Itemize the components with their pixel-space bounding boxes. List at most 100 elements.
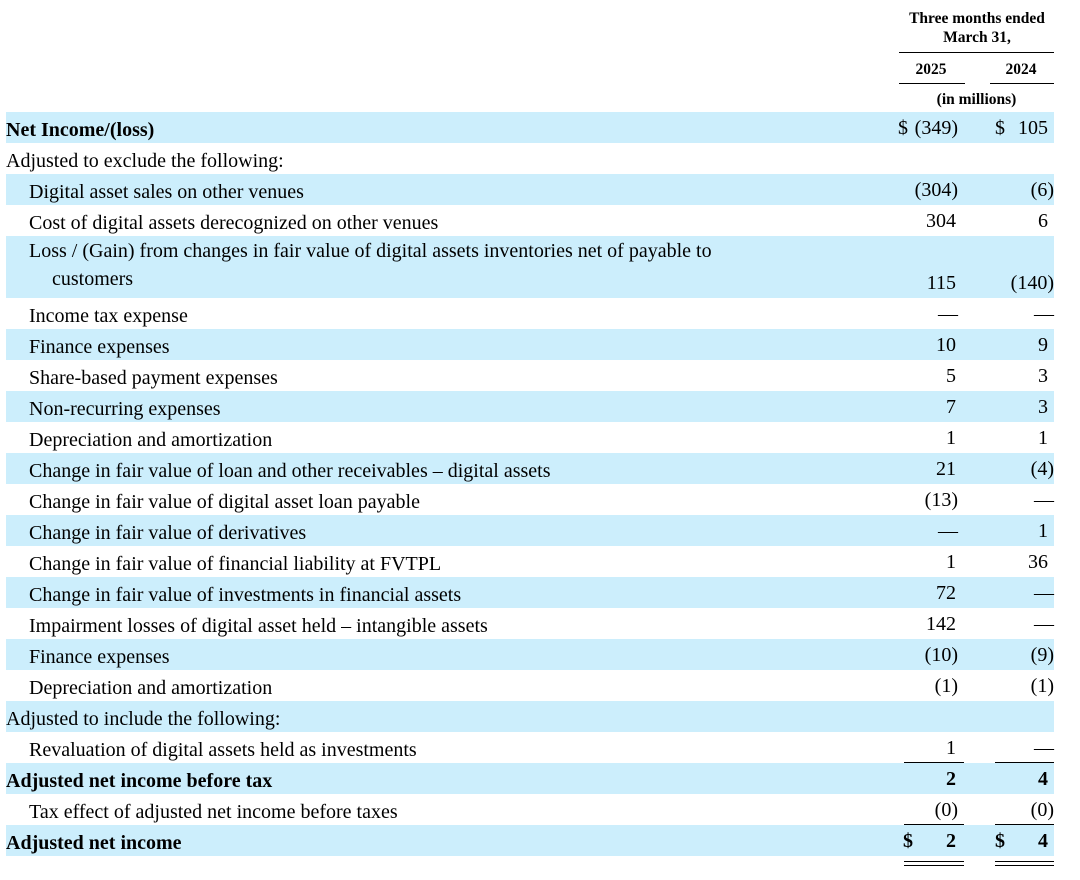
year-2025-rule bbox=[899, 83, 965, 84]
value-2024: 1 bbox=[1038, 427, 1048, 449]
row-label: Adjusted net income bbox=[6, 832, 182, 854]
value-2025: 5 bbox=[946, 365, 956, 387]
value-2025: — bbox=[938, 303, 958, 325]
row-label: Revaluation of digital assets held as in… bbox=[29, 739, 417, 761]
row-label: Depreciation and amortization bbox=[29, 429, 273, 451]
row-label: Change in fair value of loan and other r… bbox=[29, 460, 551, 482]
value-2024: (6) bbox=[1030, 179, 1054, 201]
value-2025: 7 bbox=[946, 396, 956, 418]
value-2025: 142 bbox=[926, 613, 956, 635]
value-2025: 2 bbox=[946, 830, 956, 852]
units-header: (in millions) bbox=[936, 91, 1017, 108]
value-2025: (13) bbox=[924, 489, 958, 511]
value-2024: (140) bbox=[1010, 272, 1054, 294]
value-2024: — bbox=[1034, 303, 1054, 325]
currency-2025: $ bbox=[903, 830, 913, 852]
financial-table: Net Income/(loss) $ (349) $ 105 Adjusted… bbox=[6, 112, 1054, 856]
row-label: Change in fair value of financial liabil… bbox=[29, 553, 442, 575]
value-2024: (9) bbox=[1030, 644, 1054, 666]
value-2024: — bbox=[1034, 489, 1054, 511]
value-2024: 36 bbox=[1028, 551, 1048, 573]
value-2024: (1) bbox=[1030, 675, 1054, 697]
row-label: Finance expenses bbox=[29, 336, 170, 358]
double-rule-2025 bbox=[904, 861, 964, 866]
value-2025: 304 bbox=[926, 210, 956, 232]
value-2025: 72 bbox=[936, 582, 956, 604]
value-2025: — bbox=[938, 520, 958, 542]
period-header-rule bbox=[899, 52, 1054, 53]
table-row: Digital asset sales on other venues (304… bbox=[6, 174, 1054, 205]
value-2025: 115 bbox=[926, 272, 956, 294]
row-label: Depreciation and amortization bbox=[29, 677, 273, 699]
table-row: Tax effect of adjusted net income before… bbox=[6, 794, 1054, 825]
table-row-section-exclude: Adjusted to exclude the following: bbox=[6, 143, 1054, 174]
value-2024: — bbox=[1034, 737, 1054, 759]
row-label: Change in fair value of derivatives bbox=[29, 522, 307, 544]
value-2024: 4 bbox=[1038, 768, 1048, 790]
currency-2025: $ bbox=[898, 117, 908, 139]
row-label: Share-based payment expenses bbox=[29, 367, 278, 389]
value-2024: — bbox=[1034, 613, 1054, 635]
double-rule-2024 bbox=[995, 861, 1054, 866]
period-header-line2: March 31, bbox=[943, 29, 1011, 46]
row-label-line2: customers bbox=[52, 268, 134, 290]
table-row: Revaluation of digital assets held as in… bbox=[6, 732, 1054, 763]
table-row: Change in fair value of loan and other r… bbox=[6, 453, 1054, 484]
value-2025: 1 bbox=[946, 427, 956, 449]
total-rule-2024 bbox=[995, 824, 1054, 825]
value-2025: 21 bbox=[936, 458, 956, 480]
value-2025: (1) bbox=[934, 675, 958, 697]
table-row: Change in fair value of digital asset lo… bbox=[6, 484, 1054, 515]
value-2024: 3 bbox=[1038, 396, 1048, 418]
subtotal-rule-2025 bbox=[904, 762, 964, 763]
table-row: Cost of digital assets derecognized on o… bbox=[6, 205, 1054, 236]
table-row: Change in fair value of derivatives — 1 bbox=[6, 515, 1054, 546]
currency-2024: $ bbox=[995, 117, 1005, 139]
table-row: Finance expenses (10) (9) bbox=[6, 639, 1054, 670]
row-label: Net Income/(loss) bbox=[6, 119, 155, 141]
value-2024: — bbox=[1034, 582, 1054, 604]
row-label: Income tax expense bbox=[29, 305, 188, 327]
value-2024: (0) bbox=[1030, 799, 1054, 821]
row-label: Cost of digital assets derecognized on o… bbox=[29, 212, 439, 234]
row-label: Finance expenses bbox=[29, 646, 170, 668]
period-header-line1: Three months ended bbox=[909, 10, 1045, 27]
value-2025: (304) bbox=[914, 179, 958, 201]
currency-2024: $ bbox=[995, 830, 1005, 852]
year-2024-header: 2024 bbox=[1005, 61, 1037, 78]
table-row: Impairment losses of digital asset held … bbox=[6, 608, 1054, 639]
row-label: Change in fair value of digital asset lo… bbox=[29, 491, 420, 513]
value-2024: 6 bbox=[1038, 210, 1048, 232]
table-row: Finance expenses 10 9 bbox=[6, 329, 1054, 360]
row-label: Adjusted to include the following: bbox=[6, 708, 281, 730]
table-row-subtotal: Adjusted net income before tax 2 4 bbox=[6, 763, 1054, 794]
value-2025: 1 bbox=[946, 551, 956, 573]
table-row: Change in fair value of financial liabil… bbox=[6, 546, 1054, 577]
row-label: Change in fair value of investments in f… bbox=[29, 584, 462, 606]
row-label: Tax effect of adjusted net income before… bbox=[29, 801, 398, 823]
row-label: Adjusted net income before tax bbox=[6, 770, 273, 792]
value-2024: 4 bbox=[1038, 830, 1048, 852]
year-2025-header: 2025 bbox=[915, 61, 947, 78]
value-2024: 105 bbox=[1018, 117, 1048, 139]
value-2024: 1 bbox=[1038, 520, 1048, 542]
value-2025: (349) bbox=[914, 117, 958, 139]
row-label: Digital asset sales on other venues bbox=[29, 181, 304, 203]
table-row: Income tax expense — — bbox=[6, 298, 1054, 329]
year-2024-rule bbox=[990, 83, 1054, 84]
value-2025: 1 bbox=[946, 737, 956, 759]
row-label-line1: Loss / (Gain) from changes in fair value… bbox=[29, 240, 712, 262]
subtotal-rule-2024 bbox=[995, 762, 1054, 763]
row-label: Non-recurring expenses bbox=[29, 398, 221, 420]
table-row-net-income: Net Income/(loss) $ (349) $ 105 bbox=[6, 112, 1054, 143]
total-rule-2025 bbox=[904, 824, 964, 825]
table-row: Depreciation and amortization 1 1 bbox=[6, 422, 1054, 453]
value-2025: 2 bbox=[946, 768, 956, 790]
value-2025: (10) bbox=[924, 644, 958, 666]
table-row-section-include: Adjusted to include the following: bbox=[6, 701, 1054, 732]
row-label: Impairment losses of digital asset held … bbox=[29, 615, 488, 637]
row-label: Loss / (Gain) from changes in fair value… bbox=[29, 237, 712, 293]
value-2025: 10 bbox=[936, 334, 956, 356]
table-row: Share-based payment expenses 5 3 bbox=[6, 360, 1054, 391]
table-row: Change in fair value of investments in f… bbox=[6, 577, 1054, 608]
